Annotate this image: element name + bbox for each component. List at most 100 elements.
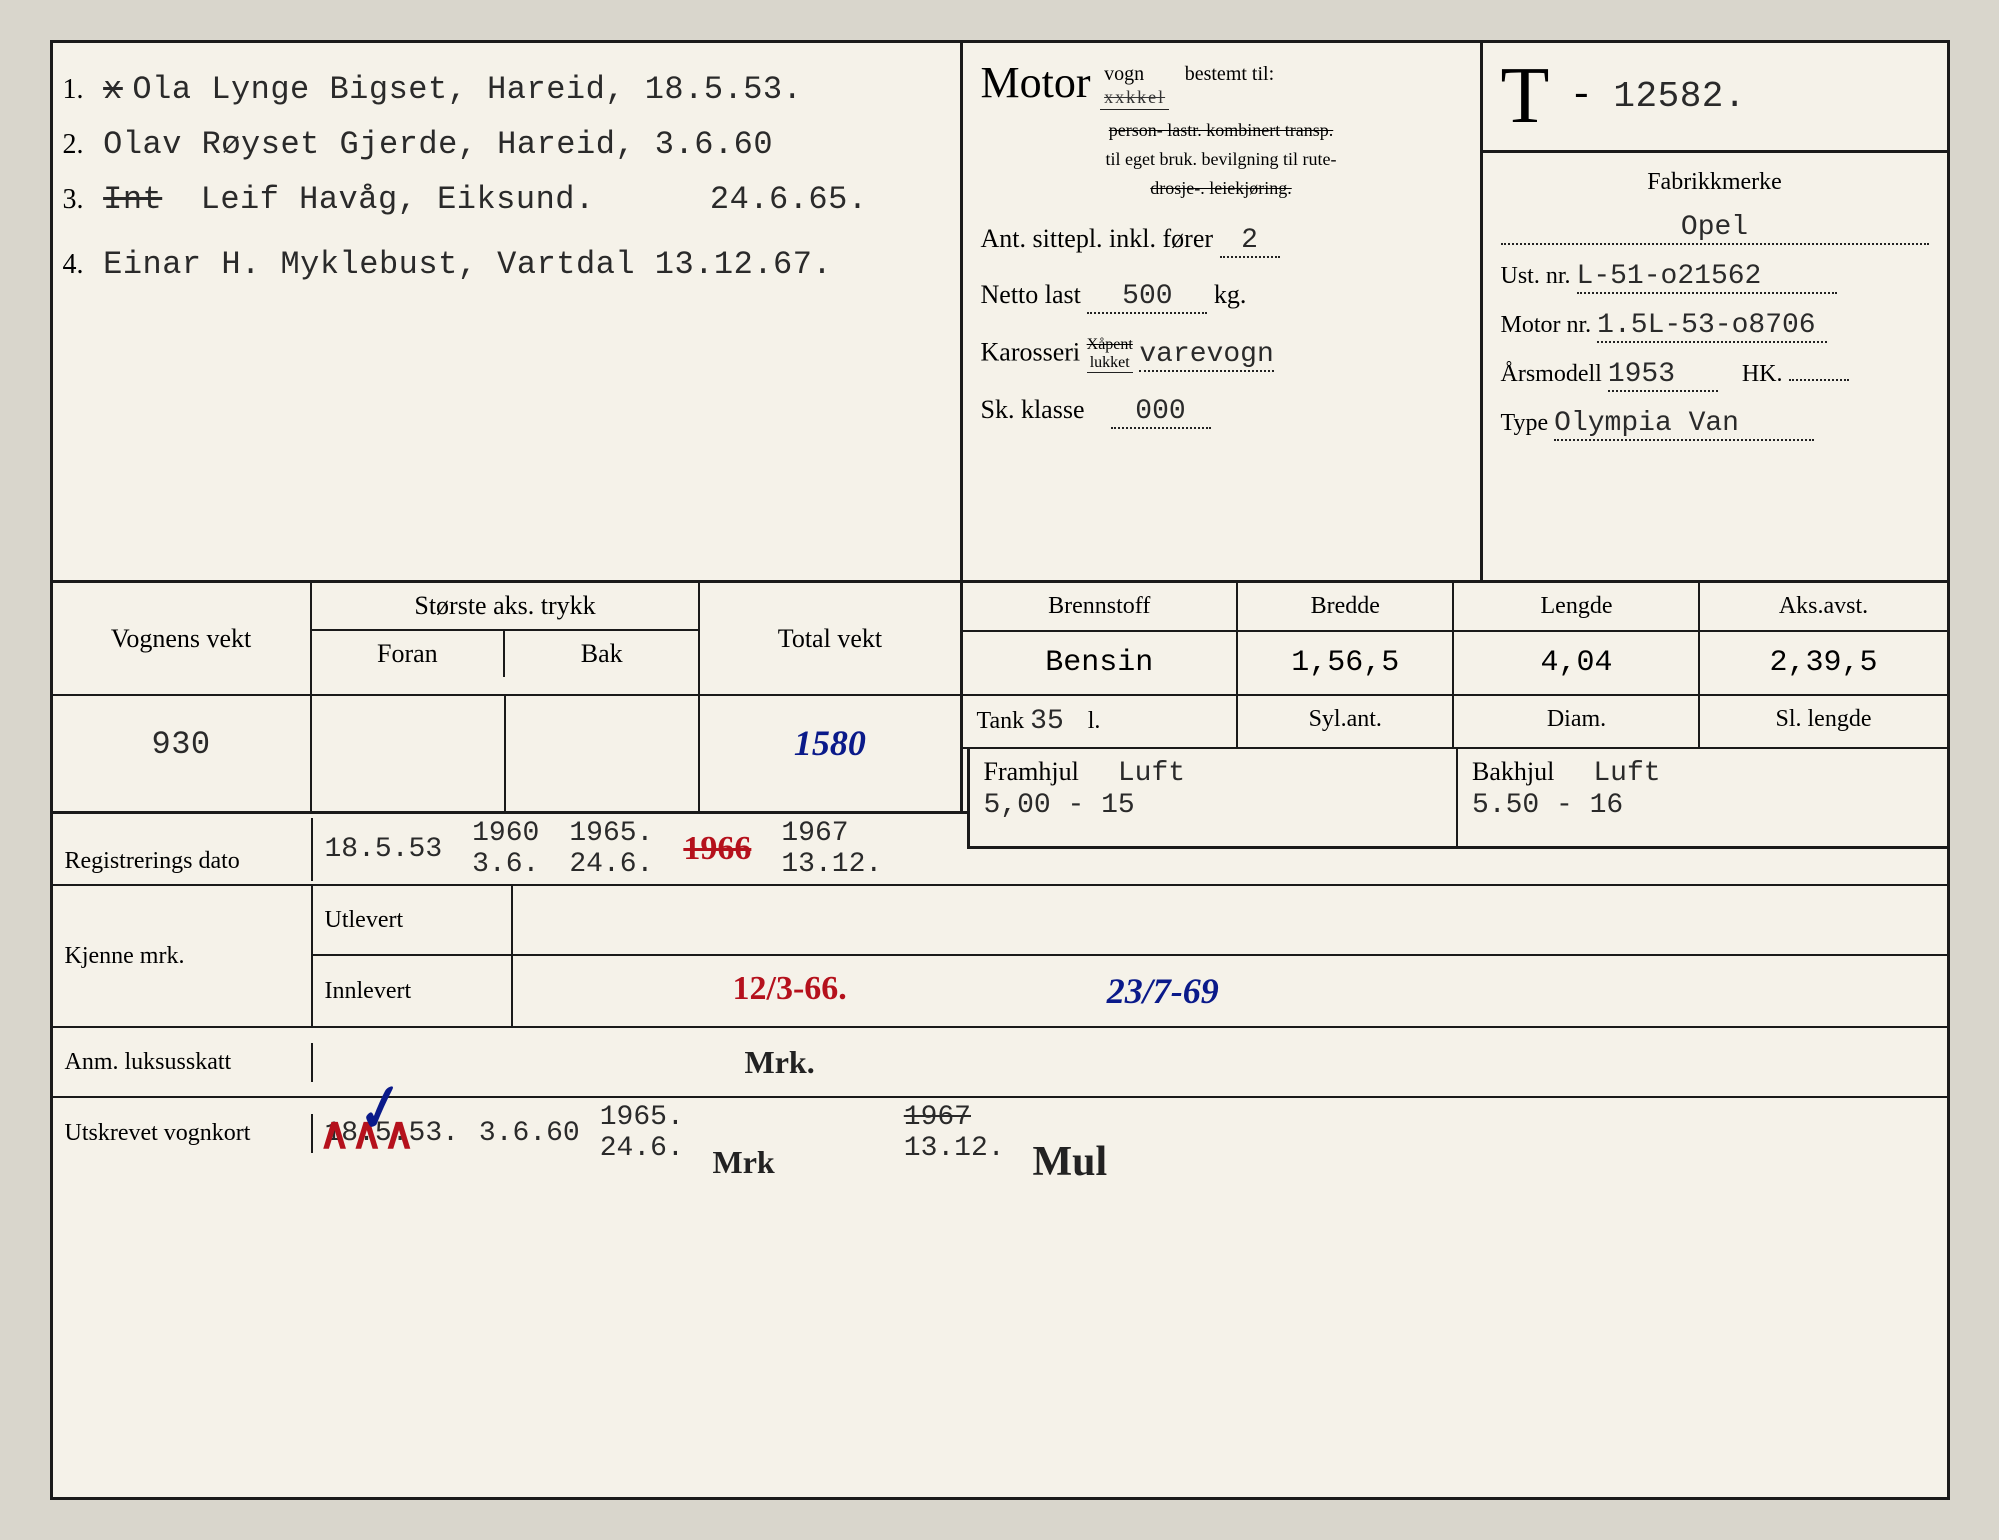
- vognkort-d2: 3.6.60: [479, 1118, 580, 1149]
- motornr-value: 1.5L-53-o8706: [1597, 310, 1827, 343]
- registration-plate: T - 12582.: [1483, 43, 1947, 153]
- registration-card: 1. x Ola Lynge Bigset, Hareid, 18.5.53. …: [50, 40, 1950, 1500]
- framhjul-luft: Luft: [1118, 758, 1185, 789]
- owner-text: Olav Røyset Gjerde, Hareid, 3.6.60: [103, 126, 773, 163]
- karosseri-label: Karosseri: [981, 338, 1081, 367]
- owner-num: 3.: [63, 184, 84, 215]
- innlevert-date-1: 12/3-66.: [733, 970, 847, 1012]
- netto-value: 500: [1087, 281, 1207, 314]
- reg-dato-label: Registrerings dato: [53, 818, 313, 881]
- karosseri-top: Xåpent: [1087, 336, 1133, 353]
- aksavst-value: 2,39,5: [1700, 632, 1946, 694]
- karosseri-value: varevogn: [1139, 339, 1273, 372]
- owner-prefix-strike: Int: [103, 181, 162, 218]
- sittepl-label: Ant. sittepl. inkl. fører: [981, 224, 1214, 253]
- vognkort-row: Utskrevet vognkort 18.5.53. ∧∧∧ 3.6.60 1…: [53, 1098, 1947, 1168]
- tank-header: Tank: [977, 708, 1025, 734]
- lengde-header: Lengde: [1454, 583, 1700, 630]
- reg-date-3a: 1965.: [569, 818, 653, 849]
- brennstoff-header: Brennstoff: [963, 583, 1239, 630]
- anm-label: Anm. luksusskatt: [53, 1043, 313, 1082]
- owner-num: 4.: [63, 249, 84, 280]
- bredde-header: Bredde: [1238, 583, 1454, 630]
- motor-xxx: xxkkel: [1104, 87, 1165, 107]
- owner-prefix-strike: x: [103, 71, 123, 108]
- motor-line2: til eget bruk. bevilgning til rute-: [1106, 149, 1337, 169]
- reg-dash: -: [1569, 74, 1593, 119]
- bakhjul-label: Bakhjul: [1472, 757, 1554, 786]
- bakhjul-luft: Luft: [1593, 758, 1660, 789]
- netto-unit: kg.: [1214, 280, 1247, 309]
- lengde-value: 4,04: [1454, 632, 1700, 694]
- owner-num: 2.: [63, 129, 84, 160]
- reg-date-4a: 1967: [781, 818, 882, 849]
- vognkort-signature: Mrk: [713, 1144, 775, 1181]
- bredde-value: 1,56,5: [1238, 632, 1454, 694]
- vognkort-d4a: 1967: [904, 1102, 1005, 1133]
- owners-panel: 1. x Ola Lynge Bigset, Hareid, 18.5.53. …: [53, 43, 963, 583]
- bak-label: Bak: [505, 631, 698, 677]
- utlevert-label: Utlevert: [313, 886, 513, 954]
- storste-aks-trykk-label: Største aks. trykk: [312, 583, 699, 631]
- motor-panel: Motor vogn xxkkel bestemt til: person- l…: [963, 43, 1483, 583]
- top-section: 1. x Ola Lynge Bigset, Hareid, 18.5.53. …: [53, 43, 1947, 583]
- brennstoff-value: Bensin: [963, 632, 1239, 694]
- vognkort-d3b: 24.6.: [600, 1133, 684, 1164]
- ust-label: Ust. nr.: [1501, 263, 1571, 289]
- reg-date-hand: 1966: [683, 830, 751, 868]
- owner-text: Leif Havåg, Eiksund.: [201, 181, 595, 218]
- motornr-label: Motor nr.: [1501, 312, 1592, 338]
- innlevert-date-2: 23/7-69: [1107, 970, 1219, 1012]
- anm-row: Anm. luksusskatt Mrk.: [53, 1028, 1947, 1098]
- reg-number: 12582.: [1613, 76, 1746, 117]
- klasse-value: 000: [1111, 396, 1211, 429]
- reg-dato-row: Registrerings dato 18.5.53 1960 3.6. 196…: [53, 814, 1947, 886]
- reg-prefix: T: [1501, 51, 1550, 142]
- karosseri-bot: lukket: [1090, 354, 1130, 371]
- sl-header: Sl. lengde: [1700, 696, 1946, 747]
- hk-label: HK.: [1742, 361, 1783, 387]
- owner-text: Ola Lynge Bigset, Hareid, 18.5.53.: [132, 71, 802, 108]
- tank-value: 35: [1030, 706, 1064, 737]
- tank-unit: l.: [1088, 708, 1101, 734]
- aksavst-header: Aks.avst.: [1700, 583, 1946, 630]
- fabrikkmerke-label: Fabrikkmerke: [1501, 169, 1929, 196]
- vognens-vekt-value: 930: [53, 696, 312, 811]
- diam-header: Diam.: [1454, 696, 1700, 747]
- vognens-vekt-label: Vognens vekt: [53, 583, 312, 694]
- vognkort-d3a: 1965.: [600, 1102, 684, 1133]
- kjenne-label: Kjenne mrk.: [53, 886, 313, 1026]
- fabrikkmerke-value: Opel: [1501, 212, 1929, 245]
- reg-date-1: 18.5.53: [325, 834, 443, 865]
- vognkort-d4b: 13.12.: [904, 1133, 1005, 1164]
- owner-num: 1.: [63, 74, 84, 105]
- foran-label: Foran: [312, 631, 505, 677]
- syl-header: Syl.ant.: [1238, 696, 1454, 747]
- innlevert-label: Innlevert: [313, 956, 513, 1026]
- ust-value: L-51-o21562: [1577, 261, 1837, 294]
- owner-date: 24.6.65.: [710, 181, 868, 218]
- bakhjul-dim: 5.50 - 16: [1472, 790, 1623, 821]
- klasse-label: Sk. klasse: [981, 395, 1085, 424]
- motor-vogn: vogn: [1104, 63, 1144, 85]
- motor-bestemt: bestemt til:: [1185, 63, 1274, 86]
- motor-line3: drosje-. leiekjøring.: [1150, 178, 1291, 198]
- type-label: Type: [1501, 410, 1549, 436]
- kjenne-utlevert-row: Kjenne mrk. Utlevert Innlevert 12/3-66. …: [53, 886, 1947, 1028]
- owner-text: Einar H. Myklebust, Vartdal 13.12.67.: [103, 246, 832, 283]
- netto-label: Netto last: [981, 280, 1081, 309]
- vognkort-label: Utskrevet vognkort: [53, 1114, 313, 1153]
- motor-title: Motor: [981, 57, 1091, 108]
- reg-date-4b: 13.12.: [781, 849, 882, 880]
- spec-panel: T - 12582. Fabrikkmerke Opel Ust. nr. L-…: [1483, 43, 1947, 583]
- reg-date-2b: 3.6.: [472, 849, 539, 880]
- sittepl-value: 2: [1220, 225, 1280, 258]
- motor-line1: person- lastr. kombinert transp.: [1109, 120, 1333, 140]
- reg-date-2a: 1960: [472, 818, 539, 849]
- reg-date-3b: 24.6.: [569, 849, 653, 880]
- arsmodell-label: Årsmodell: [1501, 361, 1602, 387]
- total-vekt-value: 1580: [700, 696, 959, 811]
- total-vekt-label: Total vekt: [700, 583, 959, 694]
- arsmodell-value: 1953: [1608, 359, 1718, 392]
- anm-signature: Mrk.: [745, 1044, 815, 1081]
